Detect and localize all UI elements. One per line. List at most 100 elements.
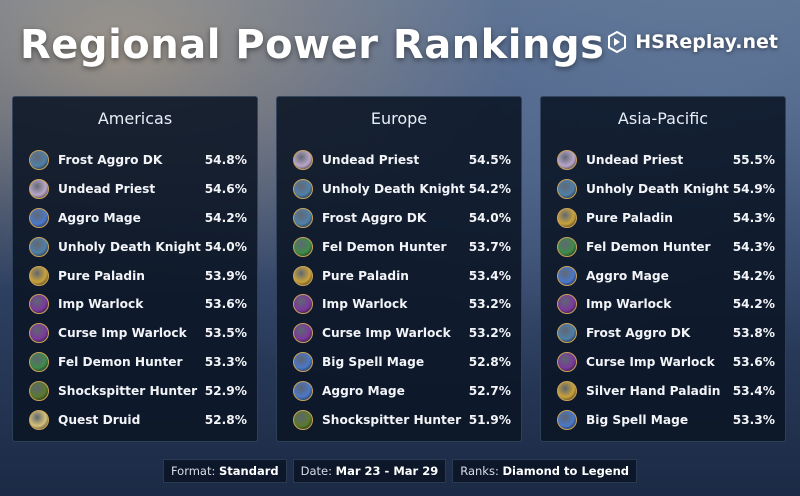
- deck-winrate: 53.6%: [732, 354, 775, 369]
- deck-row[interactable]: Unholy Death Knight 54.2%: [277, 175, 521, 204]
- deck-winrate: 54.2%: [732, 268, 775, 283]
- deck-name: Pure Paladin: [58, 268, 145, 283]
- deck-row[interactable]: Quest Druid 52.8%: [13, 405, 257, 434]
- deck-row[interactable]: Pure Paladin 53.9%: [13, 261, 257, 290]
- region-title: Asia-Pacific: [617, 109, 709, 128]
- class-portrait-icon: [293, 409, 313, 430]
- deck-winrate: 54.8%: [204, 153, 247, 168]
- deck-row[interactable]: Imp Warlock 54.2%: [541, 290, 785, 319]
- class-portrait-icon: [293, 265, 313, 286]
- deck-row[interactable]: Frost Aggro DK 54.8%: [13, 146, 257, 175]
- deck-name: Frost Aggro DK: [586, 326, 691, 341]
- deck-list: Undead Priest 54.5% Unholy Death Knight 54.…: [277, 146, 521, 434]
- class-portrait-icon: [29, 380, 49, 401]
- deck-row[interactable]: Big Spell Mage 52.8%: [277, 348, 521, 377]
- deck-row[interactable]: Silver Hand Paladin 53.4%: [541, 376, 785, 405]
- deck-winrate: 53.2%: [468, 326, 511, 341]
- deck-winrate: 53.8%: [732, 326, 775, 341]
- deck-row[interactable]: Curse Imp Warlock 53.6%: [541, 348, 785, 377]
- deck-winrate: 55.5%: [732, 153, 775, 168]
- deck-row[interactable]: Undead Priest 54.6%: [13, 175, 257, 204]
- deck-name: Frost Aggro DK: [58, 153, 163, 168]
- deck-name: Imp Warlock: [586, 297, 672, 312]
- deck-winrate: 51.9%: [468, 412, 511, 427]
- deck-row[interactable]: Frost Aggro DK 54.0%: [277, 204, 521, 233]
- deck-row[interactable]: Undead Priest 54.5%: [277, 146, 521, 175]
- deck-winrate: 53.3%: [204, 354, 247, 369]
- deck-row[interactable]: Shockspitter Hunter 52.9%: [13, 376, 257, 405]
- deck-row[interactable]: Pure Paladin 54.3%: [541, 204, 785, 233]
- deck-row[interactable]: Undead Priest 55.5%: [541, 146, 785, 175]
- region-panel-asia-pacific: Asia-Pacific Undead Priest 55.5% Unholy De…: [540, 96, 786, 442]
- deck-winrate: 53.4%: [732, 383, 775, 398]
- class-portrait-icon: [557, 380, 577, 401]
- deck-row[interactable]: Fel Demon Hunter 54.3%: [541, 232, 785, 261]
- deck-row[interactable]: Shockspitter Hunter 51.9%: [277, 405, 521, 434]
- deck-row[interactable]: Curse Imp Warlock 53.5%: [13, 319, 257, 348]
- deck-name: Undead Priest: [322, 153, 420, 168]
- deck-name: Curse Imp Warlock: [58, 326, 187, 341]
- deck-name: Big Spell Mage: [586, 412, 689, 427]
- deck-name: Shockspitter Hunter: [58, 383, 198, 398]
- deck-row[interactable]: Aggro Mage 52.7%: [277, 376, 521, 405]
- deck-row[interactable]: Aggro Mage 54.2%: [541, 261, 785, 290]
- deck-winrate: 53.3%: [732, 412, 775, 427]
- deck-winrate: 53.2%: [468, 297, 511, 312]
- deck-name: Unholy Death Knight: [322, 182, 465, 197]
- date-value: Mar 23 - Mar 29: [335, 464, 439, 478]
- deck-row[interactable]: Pure Paladin 53.4%: [277, 261, 521, 290]
- deck-name: Silver Hand Paladin: [586, 383, 721, 398]
- class-portrait-icon: [293, 351, 313, 372]
- deck-name: Frost Aggro DK: [322, 210, 427, 225]
- class-portrait-icon: [293, 323, 313, 344]
- format-label: Format:: [170, 464, 216, 478]
- deck-name: Curse Imp Warlock: [586, 354, 715, 369]
- deck-row[interactable]: Unholy Death Knight 54.9%: [541, 175, 785, 204]
- class-portrait-icon: [293, 179, 313, 200]
- format-filter: Format: Standard: [162, 459, 287, 483]
- class-portrait-icon: [29, 179, 49, 200]
- deck-winrate: 53.6%: [204, 297, 247, 312]
- deck-row[interactable]: Imp Warlock 53.2%: [277, 290, 521, 319]
- deck-row[interactable]: Big Spell Mage 53.3%: [541, 405, 785, 434]
- deck-winrate: 54.5%: [468, 153, 511, 168]
- deck-winrate: 54.3%: [732, 239, 775, 254]
- deck-winrate: 53.9%: [204, 268, 247, 283]
- deck-row[interactable]: Imp Warlock 53.6%: [13, 290, 257, 319]
- deck-name: Fel Demon Hunter: [586, 239, 711, 254]
- deck-name: Pure Paladin: [586, 210, 673, 225]
- class-portrait-icon: [557, 351, 577, 372]
- deck-winrate: 54.2%: [204, 210, 247, 225]
- ranks-filter: Ranks: Diamond to Legend: [452, 459, 638, 483]
- deck-row[interactable]: Aggro Mage 54.2%: [13, 204, 257, 233]
- class-portrait-icon: [29, 409, 49, 430]
- brand-name: HSReplay.net: [635, 31, 778, 53]
- ranks-value: Diamond to Legend: [502, 464, 630, 478]
- deck-row[interactable]: Fel Demon Hunter 53.7%: [277, 232, 521, 261]
- deck-name: Undead Priest: [586, 153, 684, 168]
- date-label: Date:: [300, 464, 333, 478]
- class-portrait-icon: [293, 150, 313, 171]
- deck-name: Aggro Mage: [322, 383, 405, 398]
- deck-row[interactable]: Unholy Death Knight 54.0%: [13, 232, 257, 261]
- region-panel-americas: Americas Frost Aggro DK 54.8% Undead Pries…: [12, 96, 258, 442]
- deck-winrate: 54.0%: [468, 210, 511, 225]
- deck-row[interactable]: Fel Demon Hunter 53.3%: [13, 348, 257, 377]
- deck-name: Quest Druid: [58, 412, 141, 427]
- deck-winrate: 53.7%: [468, 239, 511, 254]
- deck-winrate: 52.8%: [204, 412, 247, 427]
- brand-logo[interactable]: HSReplay.net: [605, 30, 778, 54]
- deck-name: Aggro Mage: [586, 268, 669, 283]
- class-portrait-icon: [557, 294, 577, 315]
- deck-row[interactable]: Curse Imp Warlock 53.2%: [277, 319, 521, 348]
- deck-list: Frost Aggro DK 54.8% Undead Priest 54.6% Agg…: [13, 146, 257, 434]
- deck-winrate: 54.2%: [732, 297, 775, 312]
- deck-name: Fel Demon Hunter: [58, 354, 183, 369]
- class-portrait-icon: [293, 207, 313, 228]
- class-portrait-icon: [557, 265, 577, 286]
- class-portrait-icon: [29, 351, 49, 372]
- filter-bar: Format: Standard Date: Mar 23 - Mar 29 R…: [0, 459, 800, 483]
- deck-name: Imp Warlock: [322, 297, 408, 312]
- deck-winrate: 53.5%: [204, 326, 247, 341]
- deck-row[interactable]: Frost Aggro DK 53.8%: [541, 319, 785, 348]
